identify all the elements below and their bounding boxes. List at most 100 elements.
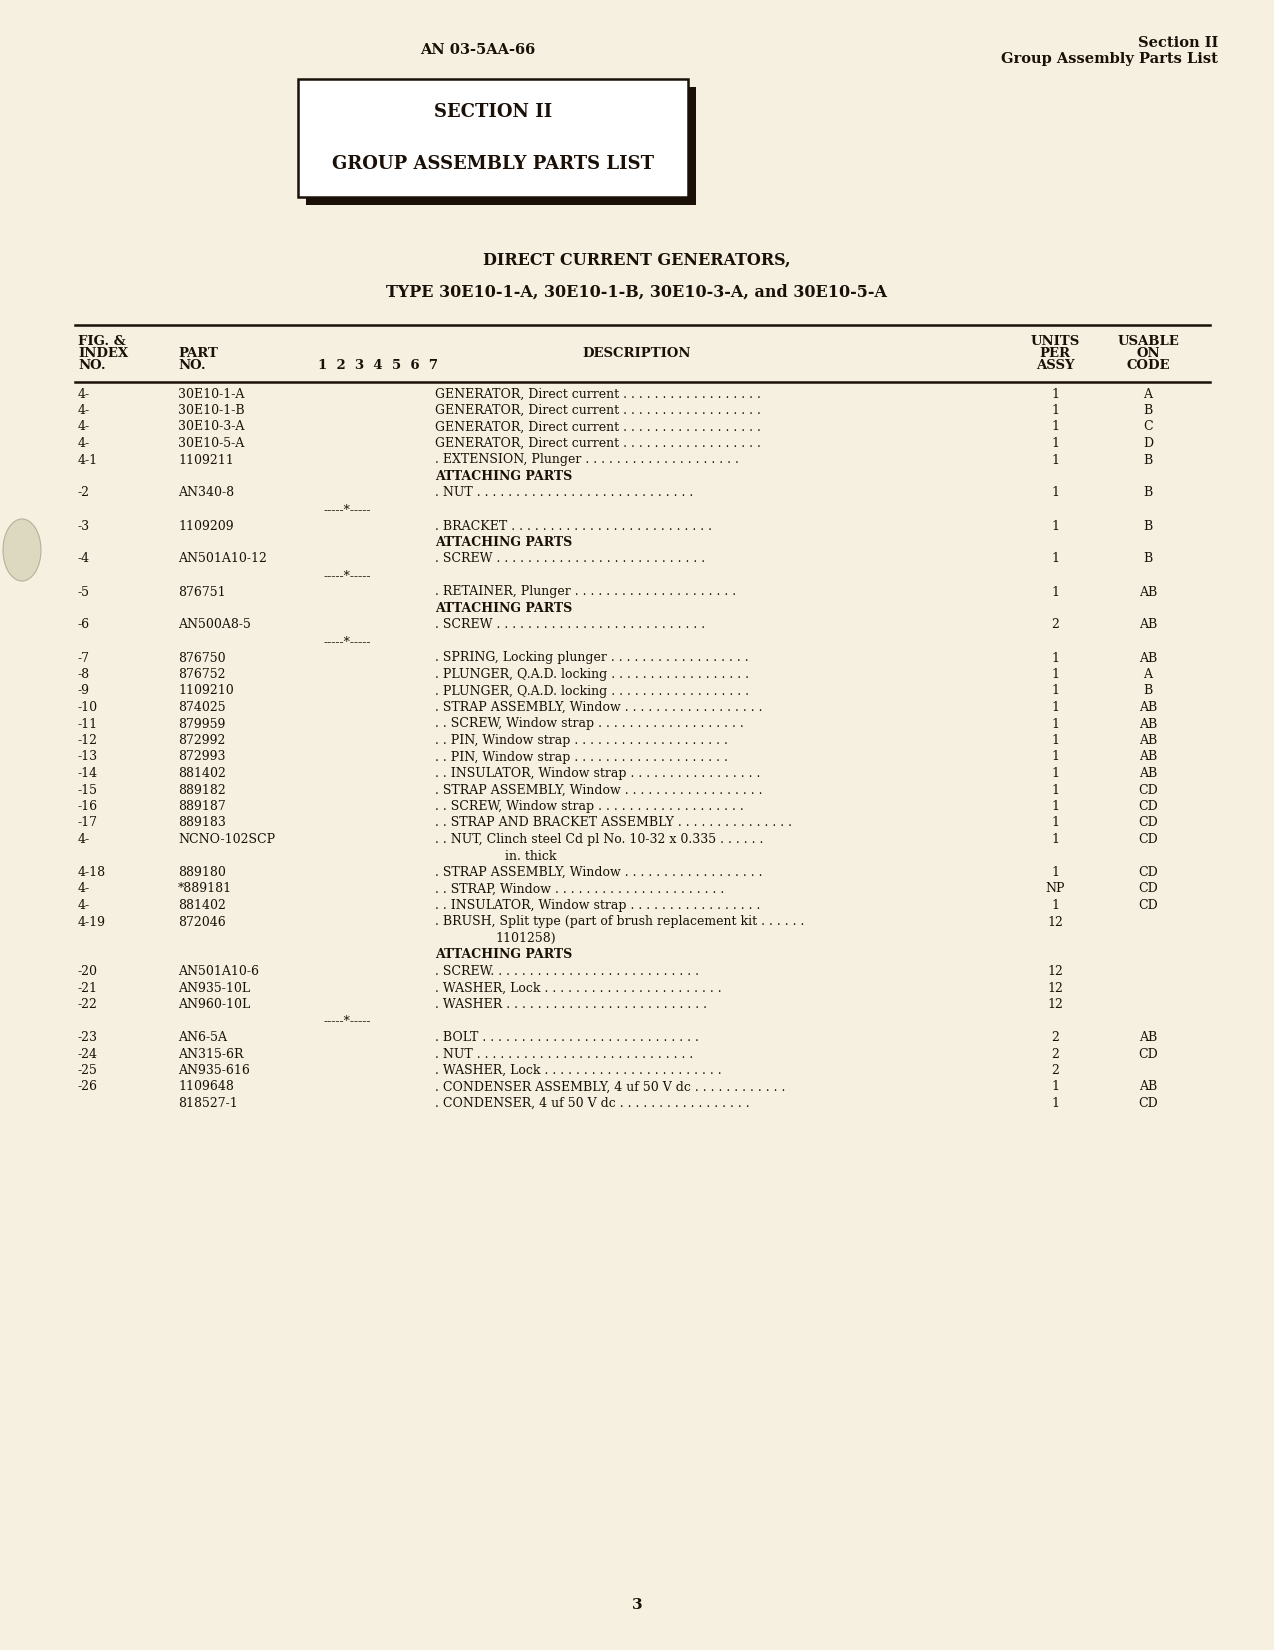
Text: . . NUT, Clinch steel Cd pl No. 10-32 x 0.335 . . . . . .: . . NUT, Clinch steel Cd pl No. 10-32 x …	[434, 833, 763, 846]
Text: -16: -16	[78, 800, 98, 813]
Text: 1: 1	[1051, 454, 1059, 467]
Bar	[306, 87, 696, 205]
Text: . . INSULATOR, Window strap . . . . . . . . . . . . . . . . .: . . INSULATOR, Window strap . . . . . . …	[434, 899, 761, 912]
Text: -23: -23	[78, 1031, 98, 1044]
Text: AN935-616: AN935-616	[178, 1064, 250, 1077]
Text: 1: 1	[1051, 668, 1059, 681]
Text: B: B	[1143, 487, 1153, 500]
Text: . WASHER . . . . . . . . . . . . . . . . . . . . . . . . . .: . WASHER . . . . . . . . . . . . . . . .…	[434, 998, 707, 1011]
Text: 2: 2	[1051, 1031, 1059, 1044]
Text: 889180: 889180	[178, 866, 225, 879]
Text: 1: 1	[1051, 404, 1059, 417]
Text: 1109648: 1109648	[178, 1081, 234, 1094]
Text: ATTACHING PARTS: ATTACHING PARTS	[434, 949, 572, 962]
Text: B: B	[1143, 454, 1153, 467]
Text: . SCREW . . . . . . . . . . . . . . . . . . . . . . . . . . .: . SCREW . . . . . . . . . . . . . . . . …	[434, 619, 705, 632]
Text: CD: CD	[1138, 899, 1158, 912]
Text: AN 03-5AA-66: AN 03-5AA-66	[420, 43, 535, 58]
Text: 1: 1	[1051, 1081, 1059, 1094]
Text: 30E10-3-A: 30E10-3-A	[178, 421, 245, 434]
Text: -25: -25	[78, 1064, 98, 1077]
Text: AB: AB	[1139, 701, 1157, 714]
Text: ATTACHING PARTS: ATTACHING PARTS	[434, 470, 572, 483]
Text: AN340-8: AN340-8	[178, 487, 234, 500]
Text: 4-: 4-	[78, 421, 90, 434]
Text: USABLE: USABLE	[1117, 335, 1178, 348]
Text: DESCRIPTION: DESCRIPTION	[582, 346, 692, 360]
Text: 876750: 876750	[178, 652, 225, 665]
Bar	[298, 79, 688, 196]
Text: 1: 1	[1051, 899, 1059, 912]
Text: -----*-----: -----*-----	[324, 635, 371, 648]
Text: -13: -13	[78, 751, 98, 764]
Text: 874025: 874025	[178, 701, 225, 714]
Text: 1: 1	[1051, 652, 1059, 665]
Text: 1: 1	[1051, 800, 1059, 813]
Text: CODE: CODE	[1126, 360, 1170, 371]
Text: A: A	[1144, 388, 1153, 401]
Text: -21: -21	[78, 982, 98, 995]
Text: -----*-----: -----*-----	[324, 503, 371, 516]
Text: . CONDENSER, 4 uf 50 V dc . . . . . . . . . . . . . . . . .: . CONDENSER, 4 uf 50 V dc . . . . . . . …	[434, 1097, 749, 1110]
Text: GENERATOR, Direct current . . . . . . . . . . . . . . . . . .: GENERATOR, Direct current . . . . . . . …	[434, 421, 761, 434]
Text: 2: 2	[1051, 1048, 1059, 1061]
Text: NO.: NO.	[178, 360, 205, 371]
Text: 1: 1	[1051, 751, 1059, 764]
Text: 1109209: 1109209	[178, 520, 233, 533]
Text: C: C	[1143, 421, 1153, 434]
Text: CD: CD	[1138, 833, 1158, 846]
Text: ATTACHING PARTS: ATTACHING PARTS	[434, 536, 572, 549]
Text: INDEX: INDEX	[78, 346, 129, 360]
Text: CD: CD	[1138, 1048, 1158, 1061]
Text: ASSY: ASSY	[1036, 360, 1074, 371]
Text: . . STRAP AND BRACKET ASSEMBLY . . . . . . . . . . . . . . .: . . STRAP AND BRACKET ASSEMBLY . . . . .…	[434, 817, 792, 830]
Text: AB: AB	[1139, 586, 1157, 599]
Text: FIG. &: FIG. &	[78, 335, 126, 348]
Text: 1: 1	[1051, 1097, 1059, 1110]
Text: CD: CD	[1138, 1097, 1158, 1110]
Text: . NUT . . . . . . . . . . . . . . . . . . . . . . . . . . . .: . NUT . . . . . . . . . . . . . . . . . …	[434, 487, 693, 500]
Text: . . PIN, Window strap . . . . . . . . . . . . . . . . . . . .: . . PIN, Window strap . . . . . . . . . …	[434, 734, 727, 747]
Text: 4-: 4-	[78, 833, 90, 846]
Text: 1: 1	[1051, 817, 1059, 830]
Text: -20: -20	[78, 965, 98, 978]
Text: AN501A10-12: AN501A10-12	[178, 553, 266, 566]
Text: 872992: 872992	[178, 734, 225, 747]
Text: NP: NP	[1045, 883, 1065, 896]
Text: . WASHER, Lock . . . . . . . . . . . . . . . . . . . . . . .: . WASHER, Lock . . . . . . . . . . . . .…	[434, 1064, 721, 1077]
Text: 12: 12	[1047, 998, 1063, 1011]
Text: CD: CD	[1138, 866, 1158, 879]
Text: -5: -5	[78, 586, 90, 599]
Text: 1: 1	[1051, 866, 1059, 879]
Text: . . SCREW, Window strap . . . . . . . . . . . . . . . . . . .: . . SCREW, Window strap . . . . . . . . …	[434, 718, 744, 731]
Text: -15: -15	[78, 784, 98, 797]
Text: CD: CD	[1138, 817, 1158, 830]
Text: NCNO-102SCP: NCNO-102SCP	[178, 833, 275, 846]
Text: 1: 1	[1051, 718, 1059, 731]
Text: PART: PART	[178, 346, 218, 360]
Text: 2: 2	[1051, 1064, 1059, 1077]
Text: -----*-----: -----*-----	[324, 1015, 371, 1028]
Text: . BRUSH, Split type (part of brush replacement kit . . . . . .: . BRUSH, Split type (part of brush repla…	[434, 916, 804, 929]
Text: . RETAINER, Plunger . . . . . . . . . . . . . . . . . . . . .: . RETAINER, Plunger . . . . . . . . . . …	[434, 586, 736, 599]
Text: CD: CD	[1138, 883, 1158, 896]
Text: -8: -8	[78, 668, 90, 681]
Text: AB: AB	[1139, 619, 1157, 632]
Text: 1: 1	[1051, 520, 1059, 533]
Text: . STRAP ASSEMBLY, Window . . . . . . . . . . . . . . . . . .: . STRAP ASSEMBLY, Window . . . . . . . .…	[434, 701, 763, 714]
Text: 1: 1	[1051, 586, 1059, 599]
Text: PER: PER	[1040, 346, 1070, 360]
Text: -10: -10	[78, 701, 98, 714]
Text: 1: 1	[1051, 734, 1059, 747]
Text: . CONDENSER ASSEMBLY, 4 uf 50 V dc . . . . . . . . . . . .: . CONDENSER ASSEMBLY, 4 uf 50 V dc . . .…	[434, 1081, 785, 1094]
Text: -9: -9	[78, 685, 90, 698]
Text: AB: AB	[1139, 1081, 1157, 1094]
Text: 889187: 889187	[178, 800, 225, 813]
Text: -4: -4	[78, 553, 90, 566]
Text: Section II: Section II	[1138, 36, 1218, 50]
Text: -12: -12	[78, 734, 98, 747]
Text: AN6-5A: AN6-5A	[178, 1031, 227, 1044]
Text: AB: AB	[1139, 718, 1157, 731]
Text: AB: AB	[1139, 734, 1157, 747]
Text: 1  2  3  4  5  6  7: 1 2 3 4 5 6 7	[318, 360, 438, 371]
